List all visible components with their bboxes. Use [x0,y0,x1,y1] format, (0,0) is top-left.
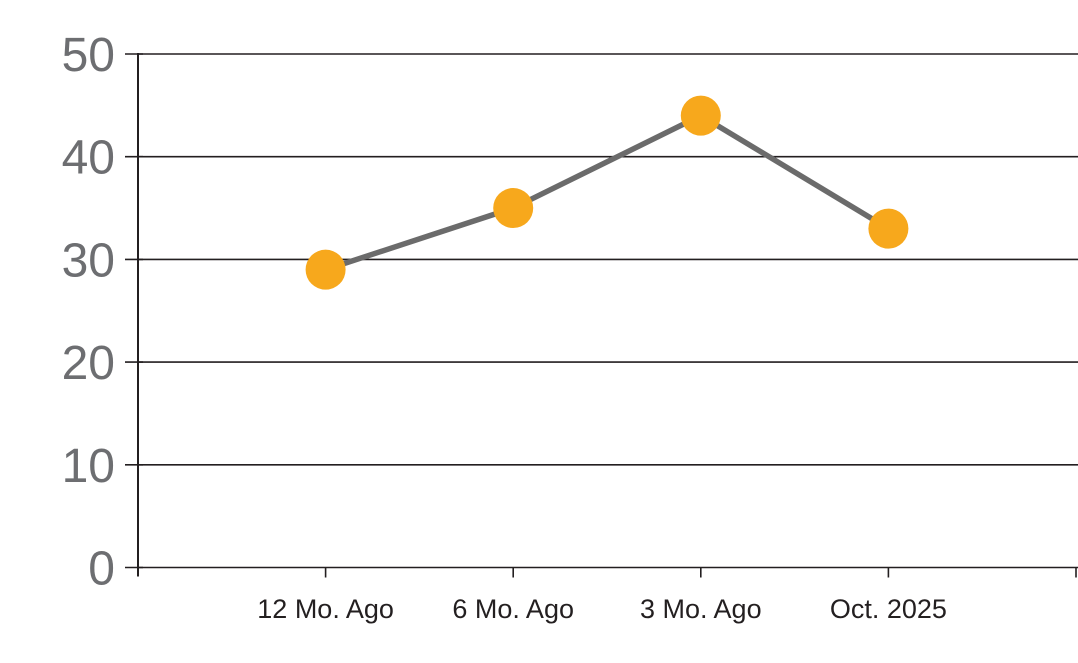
x-category-label: 6 Mo. Ago [452,594,574,624]
y-tick-label: 50 [62,29,115,82]
x-category-label: 12 Mo. Ago [257,594,394,624]
y-tick-label: 30 [62,234,115,287]
y-tick-label: 10 [62,440,115,493]
data-point-marker [493,188,534,229]
y-tick-label: 0 [88,543,115,596]
series-line [322,112,892,273]
y-tick-label: 40 [62,132,115,185]
data-point-marker [680,95,721,136]
data-point-marker [305,249,346,290]
x-category-label: 3 Mo. Ago [640,594,762,624]
x-category-label: Oct. 2025 [830,594,947,624]
data-point-marker [868,208,909,249]
y-tick-label: 20 [62,337,115,390]
